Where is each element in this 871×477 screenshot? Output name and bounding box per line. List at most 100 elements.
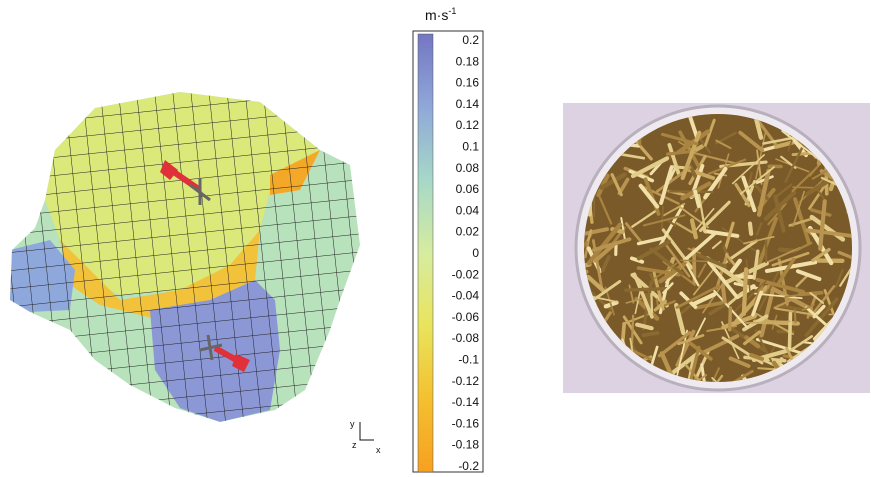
straw	[600, 254, 611, 273]
straw	[684, 363, 714, 382]
straw	[755, 131, 767, 180]
straw	[759, 288, 775, 338]
colorbar-tick-label: 0.08	[456, 161, 480, 175]
straw	[777, 257, 796, 285]
straw	[745, 320, 791, 324]
straw	[839, 267, 852, 287]
straw	[784, 140, 807, 183]
straw	[757, 216, 779, 267]
colorbar-unit: m·s-1	[425, 6, 456, 23]
straw	[657, 331, 692, 358]
straw-photo	[563, 103, 870, 393]
straw	[755, 338, 803, 355]
straw	[767, 202, 787, 226]
straw	[630, 156, 670, 179]
straw	[662, 202, 686, 217]
straw	[756, 168, 771, 217]
straw	[795, 241, 813, 252]
arrow-head	[160, 160, 178, 180]
straw	[660, 205, 664, 230]
colorbar-tick-label: 0.12	[456, 118, 480, 132]
straw	[650, 292, 654, 314]
arrow-marker	[189, 178, 211, 205]
straw	[781, 129, 820, 161]
straw	[753, 175, 774, 185]
straw	[659, 166, 674, 206]
straw	[787, 311, 793, 351]
straw	[738, 130, 765, 153]
straw	[739, 166, 775, 195]
straw	[625, 297, 644, 304]
mesh-grid	[10, 92, 360, 422]
straw	[598, 196, 613, 225]
straw	[752, 249, 760, 280]
straw	[685, 263, 700, 287]
straw	[702, 281, 725, 314]
straw	[801, 303, 815, 312]
straw	[743, 330, 762, 346]
straw	[699, 367, 720, 382]
straw	[773, 183, 793, 199]
straw	[632, 272, 654, 319]
colorbar-tick-label: -0.14	[452, 395, 480, 409]
straw	[809, 292, 825, 304]
straw	[741, 267, 749, 317]
straw	[754, 117, 764, 140]
straw	[629, 256, 645, 264]
straw	[720, 283, 727, 304]
straw	[680, 130, 702, 181]
straw	[667, 142, 681, 176]
colorbar-tick-label: 0.16	[456, 76, 480, 90]
straw	[668, 166, 677, 182]
colorbar-tick-label: 0	[472, 246, 479, 260]
straw	[837, 250, 852, 261]
straw	[653, 262, 678, 280]
straw	[771, 251, 810, 267]
straw	[795, 269, 822, 282]
colorbar: m·s-1 0.2 0.18 0.16 0.14 0.12 0.1 0.08 0.06 0.04…	[412, 6, 484, 473]
straw	[753, 292, 803, 300]
straw	[628, 169, 655, 183]
velocity-mesh	[10, 92, 360, 422]
straw	[657, 204, 684, 249]
colorbar-tick-label: 0.14	[456, 97, 480, 111]
unit-exponent: -1	[448, 6, 456, 16]
straw	[809, 208, 832, 217]
straw	[677, 334, 705, 346]
straw	[635, 322, 654, 331]
straw	[688, 341, 713, 361]
straw	[586, 222, 623, 266]
straw	[752, 311, 795, 336]
straw	[711, 369, 754, 382]
colorbar-tick-label: 0.2	[462, 33, 479, 47]
colorbar-tick-label: -0.08	[452, 331, 480, 345]
straw	[728, 356, 751, 368]
straw	[711, 240, 722, 250]
straw	[741, 175, 757, 213]
straw	[764, 246, 801, 264]
straw	[727, 306, 733, 332]
straw	[628, 284, 635, 304]
colorbar-tick-label: 0.04	[456, 203, 480, 217]
straw	[642, 214, 686, 227]
straw	[715, 139, 732, 150]
colorbar-tick-label: -0.04	[452, 289, 480, 303]
colorbar-tick-label: 0.06	[456, 182, 480, 196]
straw	[588, 295, 619, 303]
axes-triad: y z x	[350, 419, 381, 455]
straw	[791, 165, 819, 193]
straw	[620, 216, 626, 240]
straw	[697, 193, 707, 234]
straw	[624, 222, 644, 245]
arrow-marker	[199, 334, 223, 361]
straw	[747, 221, 754, 236]
straw	[649, 247, 684, 276]
straw	[731, 154, 765, 185]
colorbar-tick-label: -0.16	[452, 416, 480, 430]
straw	[743, 235, 775, 245]
straw	[665, 350, 702, 379]
straw	[636, 236, 666, 246]
straw	[688, 154, 707, 186]
straw	[823, 289, 835, 315]
straw	[584, 240, 590, 259]
